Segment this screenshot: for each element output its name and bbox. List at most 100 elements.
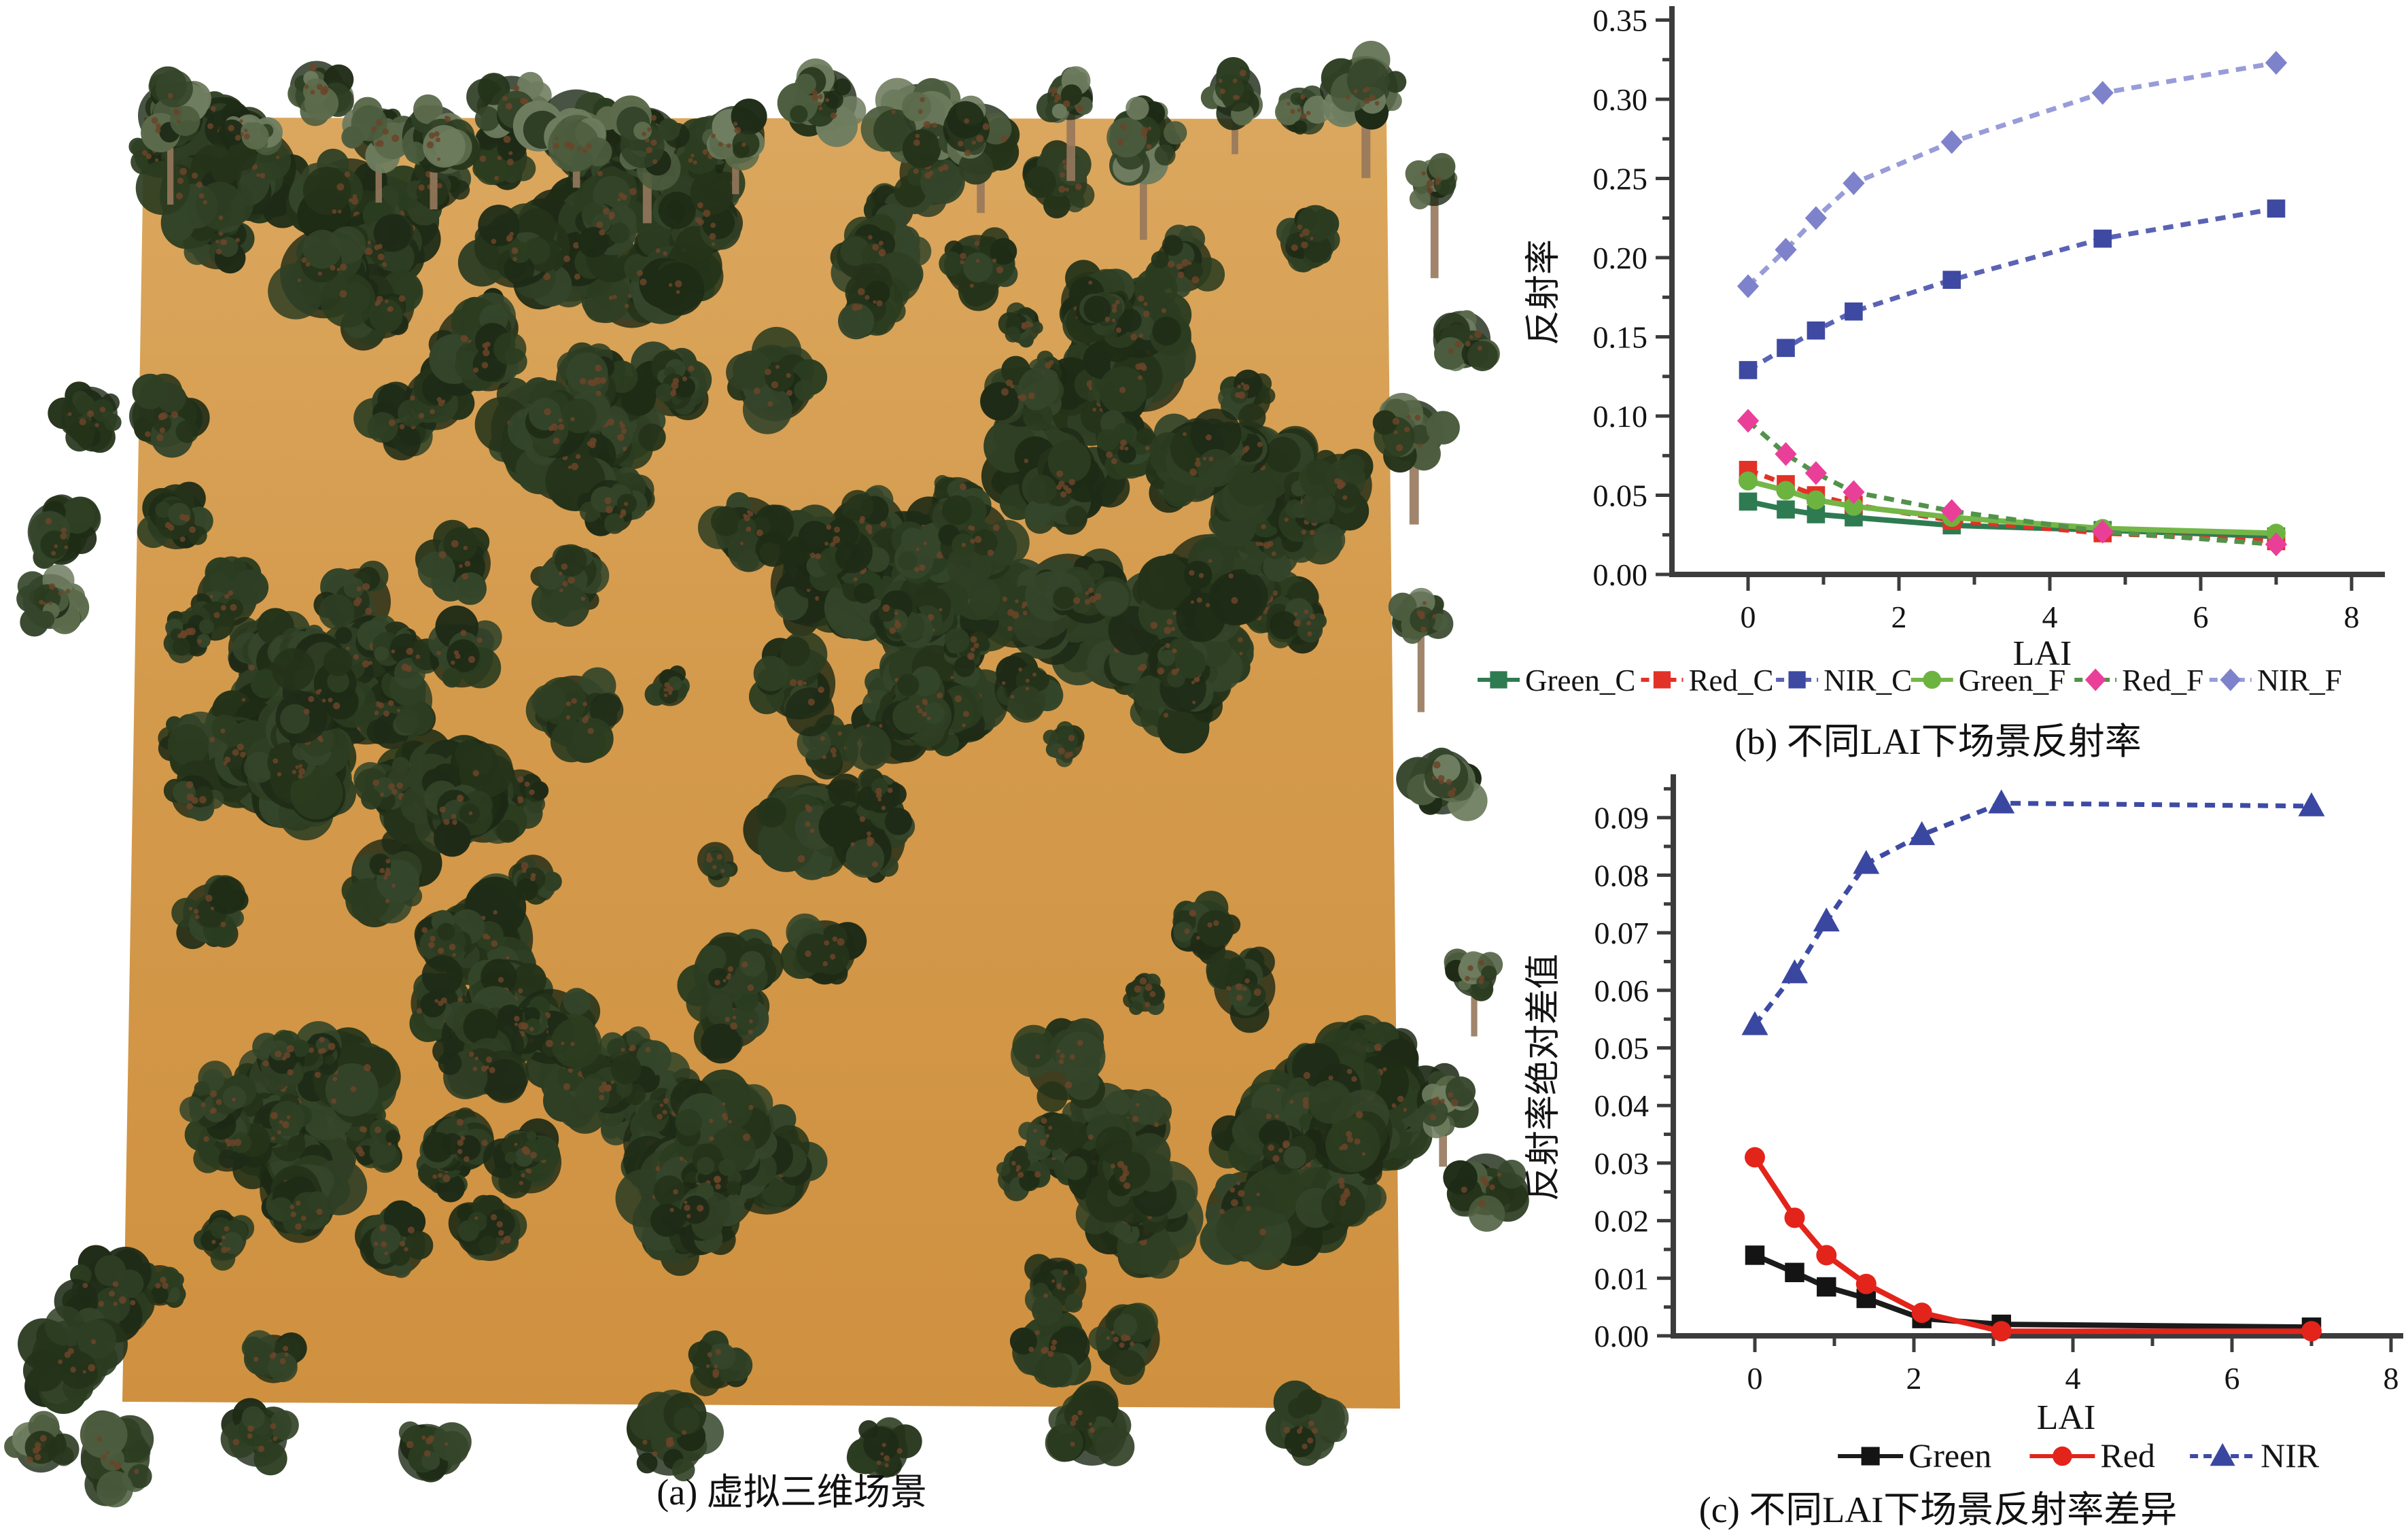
data-point-marker (1653, 671, 1671, 689)
tree (670, 1069, 773, 1173)
legend-item-NIR: NIR (2190, 1436, 2320, 1474)
tree (138, 66, 211, 205)
tree (296, 1033, 341, 1075)
tree (171, 875, 249, 950)
data-point-marker (1908, 821, 1936, 846)
tree (18, 1305, 128, 1414)
data-point-marker (1911, 1303, 1932, 1324)
tree (341, 829, 442, 928)
tree-layer (4, 40, 1529, 1508)
tree (1319, 40, 1407, 178)
series-NIR_F (1737, 50, 2288, 298)
tree (1036, 66, 1094, 182)
legend-item-Red_C: Red_C (1641, 663, 1773, 697)
data-point-marker (2267, 199, 2286, 218)
data-point-marker (2091, 81, 2114, 105)
tree (1137, 534, 1275, 642)
tree (1444, 948, 1503, 1037)
y-tick-label: 0.00 (1593, 557, 1648, 592)
tree (4, 1411, 80, 1473)
tree (1076, 290, 1142, 342)
legend-label: Green_C (1525, 663, 1635, 697)
tree (1416, 1063, 1479, 1167)
data-point-marker (2265, 532, 2288, 557)
tree (856, 768, 907, 814)
tree (419, 1107, 495, 1171)
tree (1045, 1381, 1135, 1466)
tree (626, 1390, 724, 1481)
data-point-marker (2084, 668, 2106, 691)
data-point-marker (1855, 1273, 1877, 1294)
tree (507, 380, 597, 458)
data-point-marker (1942, 271, 1961, 289)
data-point-marker (1845, 302, 1863, 321)
x-tick-label: 6 (2224, 1361, 2240, 1396)
tree (1024, 1254, 1087, 1326)
caption-chart-b: (b) 不同LAI下场景反射率 (1734, 721, 2142, 762)
tree (797, 714, 860, 780)
tree (398, 1421, 472, 1483)
tree (577, 480, 648, 536)
tree (575, 1054, 646, 1115)
y-tick-label: 0.30 (1593, 82, 1648, 117)
x-axis-title: LAI (2013, 634, 2072, 673)
tree (1206, 946, 1276, 1033)
data-point-marker (1940, 130, 1963, 154)
tree (939, 227, 1018, 311)
tree (1266, 581, 1327, 654)
legend-item-NIR_F: NIR_F (2209, 663, 2342, 697)
series-NIR_C (1739, 199, 2286, 379)
legend: Green_C Red_C NIR_C Green_F Red_F NIR_F (1478, 663, 2342, 697)
legend-label: Red (2100, 1436, 2155, 1474)
data-point-marker (1861, 1447, 1880, 1466)
axes: 0.00 0.05 0.10 0.15 0.20 0.25 0.30 0.35 0 2 4 6 8 (1593, 3, 2385, 634)
y-tick-label: 0.10 (1593, 399, 1648, 434)
chart-reflectance-difference-vs-lai: 0.00 0.01 0.02 0.03 0.04 0.05 0.06 0.07 0.08 0.09… (1524, 774, 2403, 1474)
tree (1085, 1126, 1177, 1224)
legend-item-Green_F: Green_F (1910, 663, 2065, 697)
tree (677, 929, 784, 1017)
y-axis-title: 反射率绝对差值 (1524, 954, 1563, 1201)
data-point-marker (1843, 171, 1865, 195)
y-tick-label: 0.05 (1594, 1031, 1650, 1066)
series-line (1746, 60, 2277, 288)
tree (179, 1060, 257, 1129)
data-point-marker (2220, 668, 2241, 691)
x-tick-label: 6 (2193, 600, 2209, 634)
series-line (1753, 800, 2312, 1027)
tree (190, 556, 269, 641)
data-point-marker (1813, 907, 1840, 932)
y-tick-label: 0.15 (1593, 320, 1648, 355)
tree (252, 1029, 310, 1091)
tree (688, 1330, 753, 1396)
x-tick-label: 8 (2344, 600, 2360, 634)
series-Red_F (1737, 409, 2288, 557)
tree (998, 302, 1043, 348)
tree (466, 71, 553, 139)
tree (241, 1330, 307, 1383)
data-point-marker (1741, 1011, 1768, 1035)
x-tick-label: 8 (2384, 1361, 2399, 1396)
tree (1145, 409, 1244, 508)
tree (575, 202, 637, 258)
y-tick-label: 0.06 (1594, 973, 1650, 1008)
tree (1043, 721, 1085, 768)
tree (980, 356, 1064, 431)
tree (953, 558, 1075, 652)
legend-item-NIR_C: NIR_C (1776, 663, 1912, 697)
series-line (1747, 206, 2277, 373)
tree (1388, 587, 1454, 712)
tree (268, 226, 376, 328)
data-point-marker (1737, 274, 1760, 298)
tree (1123, 973, 1166, 1016)
legend-label: Green_F (1959, 663, 2065, 697)
tree (427, 605, 502, 689)
tree (1096, 410, 1158, 480)
data-point-marker (1988, 789, 2015, 814)
tree (748, 631, 836, 737)
tree (780, 913, 867, 985)
tree (1171, 891, 1241, 965)
tree (355, 1200, 434, 1278)
data-point-marker (1804, 461, 1827, 485)
tree (609, 95, 690, 224)
